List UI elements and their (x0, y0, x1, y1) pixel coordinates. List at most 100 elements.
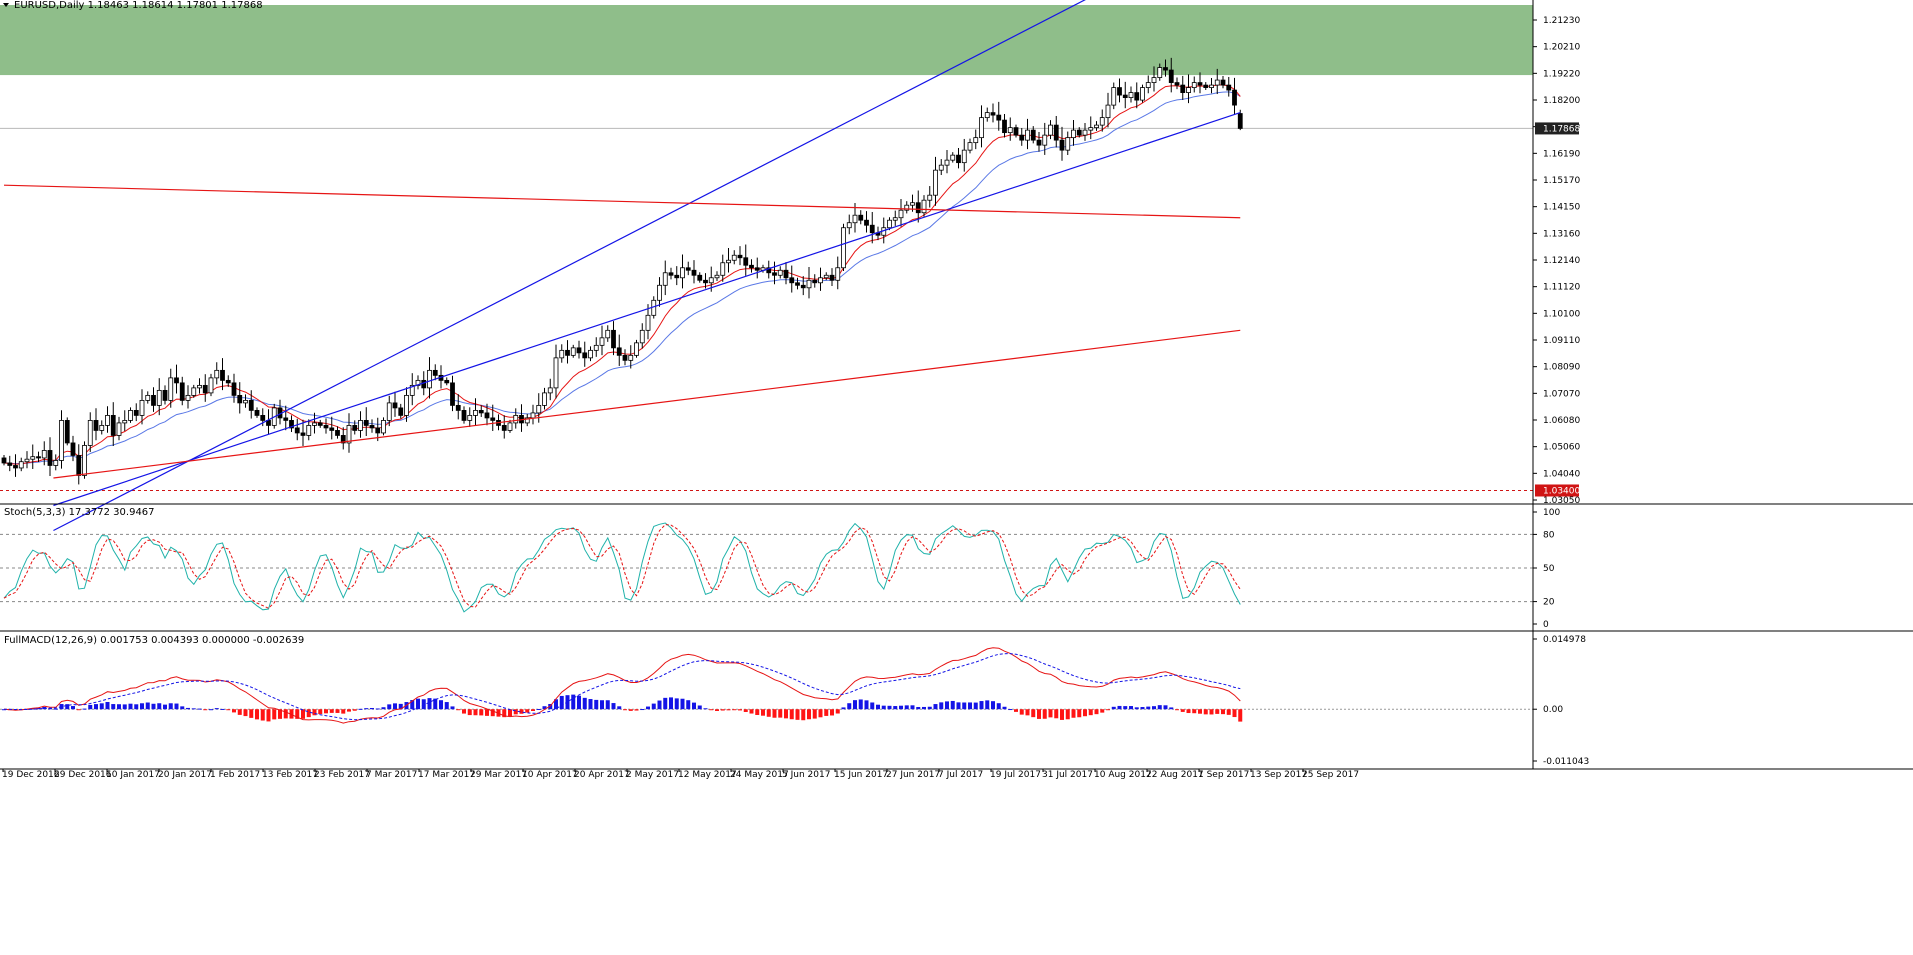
candle (1180, 75, 1186, 100)
candle (944, 149, 950, 174)
candle-body (13, 465, 18, 469)
candle (369, 419, 375, 433)
time-tick-label: 17 Mar 2017 (418, 770, 475, 780)
candle-body (93, 420, 99, 431)
candle (800, 276, 806, 296)
candle (128, 407, 133, 423)
candle (461, 406, 467, 424)
candle (605, 325, 611, 342)
macd-header: FullMACD(12,26,9) 0.001753 0.004393 0.00… (4, 635, 304, 646)
candle-body (191, 387, 197, 396)
macd-histogram-bar (48, 708, 52, 710)
macd-histogram-bar (1209, 709, 1214, 715)
candle-body (1025, 129, 1030, 141)
time-tick-label: 19 Jul 2017 (990, 770, 1041, 780)
macd-histogram-bar (531, 709, 535, 711)
time-tick-label: 31 Jul 2017 (1042, 770, 1093, 780)
candle-body (306, 425, 312, 436)
price-tick-label: 1.21230 (1543, 16, 1580, 26)
candle-body (921, 199, 927, 214)
macd-histogram-bar (945, 701, 949, 710)
candle (156, 378, 162, 416)
candle-body (726, 259, 731, 264)
candle (662, 260, 668, 296)
macd-histogram-bar (1175, 709, 1179, 711)
macd-histogram-bar (893, 706, 898, 710)
macd-histogram-bar (628, 709, 633, 711)
candle (1094, 121, 1099, 131)
candle (202, 374, 208, 402)
candle-body (783, 269, 789, 279)
macd-histogram-bar (134, 704, 139, 710)
candle-body (467, 415, 473, 421)
candle (841, 223, 846, 271)
candle-body (967, 142, 973, 151)
stoch-tick-label: 80 (1543, 530, 1555, 540)
macd-histogram-bar (720, 709, 725, 711)
macd-histogram-bar (927, 706, 932, 710)
macd-histogram-bar (513, 709, 518, 715)
time-tick-label: 27 Jun 2017 (886, 770, 940, 780)
macd-histogram-bar (226, 709, 231, 711)
candle-body (409, 384, 415, 396)
candle-body (432, 369, 438, 376)
macd-histogram-bar (1077, 709, 1082, 718)
macd-histogram-bar (1198, 709, 1202, 714)
candle (24, 451, 30, 469)
candle (1053, 115, 1059, 148)
macd-histogram-bar (1042, 709, 1047, 719)
time-tick-label: 13 Sep 2017 (1250, 770, 1307, 780)
price-tick-label: 1.04040 (1543, 469, 1580, 479)
candle-body (294, 427, 300, 434)
candle (1209, 77, 1214, 94)
current-price-label: 1.17868 (1543, 124, 1580, 134)
time-tick-label: 25 Sep 2017 (1302, 770, 1359, 780)
candle (70, 435, 76, 462)
macd-histogram-bar (743, 709, 748, 712)
candle-body (335, 430, 340, 436)
candle (490, 404, 496, 432)
candle (358, 411, 363, 438)
candle-body (1030, 129, 1036, 141)
candle (1065, 131, 1071, 156)
price-axis: 1.212301.202101.192201.182001.171801.161… (1533, 16, 1580, 506)
candle-body (156, 389, 162, 406)
candle (990, 103, 996, 123)
candle (1076, 127, 1082, 138)
macd-histogram-bar (559, 695, 564, 710)
macd-histogram-bar (232, 709, 236, 713)
macd-histogram-bar (922, 706, 926, 710)
candle (162, 385, 168, 405)
macd-histogram-bar (416, 698, 420, 710)
candle-body (628, 354, 634, 361)
candle-body (645, 314, 651, 331)
macd-histogram-bar (991, 701, 995, 710)
candle-body (915, 202, 921, 214)
candle-body (1059, 139, 1065, 151)
candle (1082, 123, 1088, 141)
candle-body (910, 202, 915, 206)
macd-histogram-bar (111, 704, 116, 710)
macd-histogram-bar (36, 707, 41, 710)
candle-body (41, 450, 47, 459)
macd-histogram-bar (916, 706, 921, 710)
macd-histogram-bar (761, 709, 765, 716)
candle-body (639, 329, 645, 344)
candle (835, 256, 841, 290)
candle (1168, 57, 1174, 93)
candle-body (110, 415, 116, 436)
time-tick-label: 10 Jan 2017 (106, 770, 160, 780)
candle-body (1082, 129, 1088, 136)
candle (1025, 118, 1030, 150)
candle (984, 107, 990, 122)
candle (685, 261, 691, 276)
candle (1099, 109, 1105, 132)
candle-body (1099, 117, 1105, 126)
candle (507, 419, 513, 433)
macd-histogram-bar (669, 697, 673, 710)
macd-histogram-bar (1215, 709, 1220, 714)
macd-histogram-bar (881, 705, 886, 710)
support-level-label: 1.03400 (1543, 486, 1580, 496)
candle-body (53, 460, 59, 466)
